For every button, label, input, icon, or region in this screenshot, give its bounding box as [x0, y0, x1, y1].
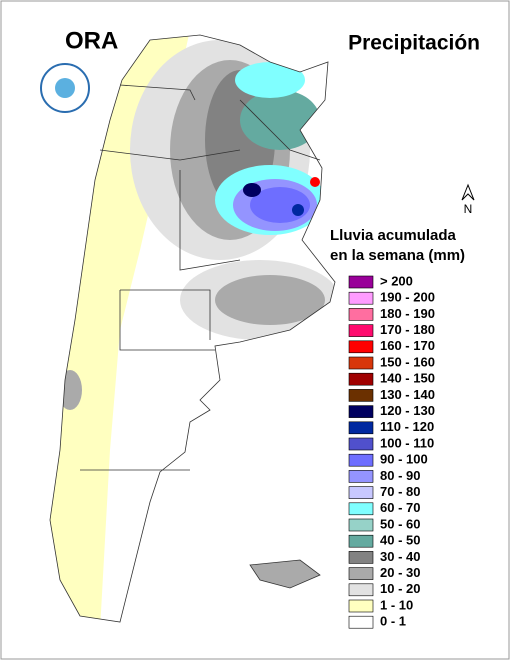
legend-swatch [348, 502, 374, 516]
legend-label: 40 - 50 [380, 533, 420, 548]
legend-swatch [348, 437, 374, 451]
north-label: N [464, 202, 473, 216]
legend-label: 120 - 130 [380, 403, 435, 418]
legend-swatch [348, 340, 374, 354]
legend-swatch [348, 324, 374, 337]
legend-title: Lluvia acumulada [330, 227, 457, 244]
legend-swatch [348, 518, 374, 532]
legend-label: 1 - 10 [380, 597, 413, 612]
legend-swatch [348, 405, 374, 418]
legend-label: 50 - 60 [380, 516, 420, 531]
logo: ORA [65, 27, 118, 54]
legend-swatch [348, 421, 374, 435]
legend-label: 150 - 160 [380, 354, 435, 369]
legend-label: 80 - 90 [380, 468, 420, 483]
legend-swatch [348, 275, 374, 289]
legend-swatch [348, 356, 374, 370]
legend-title: en la semana (mm) [330, 247, 465, 264]
legend-label: 0 - 1 [380, 614, 406, 629]
legend-swatch [348, 389, 374, 402]
legend-label: 60 - 70 [380, 500, 420, 515]
legend-swatch [348, 534, 374, 548]
legend-label: 160 - 170 [380, 338, 435, 353]
legend-swatch [348, 453, 374, 467]
legend-label: 130 - 140 [380, 387, 435, 402]
legend-label: 90 - 100 [380, 452, 428, 467]
legend-label: 100 - 110 [380, 435, 434, 450]
legend-label: 20 - 30 [380, 565, 420, 580]
legend-swatch [348, 599, 374, 613]
legend-label: 140 - 150 [380, 371, 435, 386]
legend-swatch [348, 308, 374, 321]
legend-swatch [348, 470, 374, 483]
legend-label: 190 - 200 [380, 290, 435, 305]
legend-swatch [348, 583, 374, 597]
legend-swatch [348, 486, 374, 499]
legend-label: 180 - 190 [380, 306, 435, 321]
logo-emblem-center [55, 78, 75, 98]
borders [49, 34, 336, 623]
legend-label: > 200 [380, 273, 413, 288]
legend-swatch [348, 567, 374, 580]
title: Precipitación [348, 32, 480, 55]
legend-label: 170 - 180 [380, 322, 435, 337]
legend-swatch [348, 615, 374, 629]
legend-swatch [348, 291, 374, 305]
legend-label: 30 - 40 [380, 549, 420, 564]
legend-label: 10 - 20 [380, 581, 420, 596]
legend-label: 70 - 80 [380, 484, 420, 499]
north-arrow [461, 183, 475, 201]
legend: Lluvia acumulada en la semana (mm) > 200 19… [330, 227, 465, 629]
legend-swatch [348, 551, 374, 564]
legend-label: 110 - 120 [380, 419, 434, 434]
legend-swatch [348, 372, 374, 386]
